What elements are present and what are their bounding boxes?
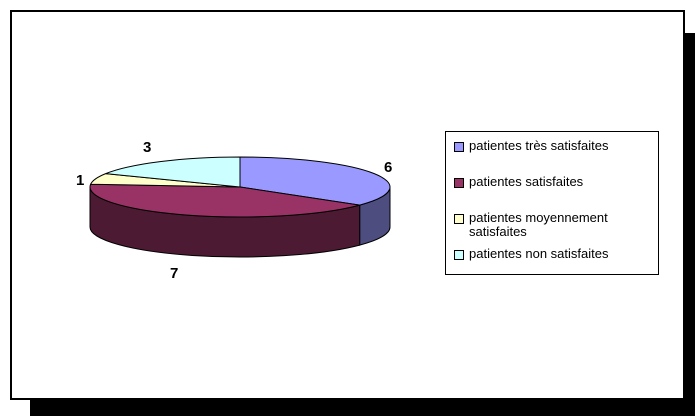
legend-item-very-satisfied: patientes très satisfaites	[454, 139, 661, 153]
legend-label-moderately-satisfied: patientes moyennement satisfaites	[469, 210, 608, 239]
data-label-moderately-satisfied: 1	[76, 172, 84, 189]
legend-swatch-satisfied	[454, 178, 464, 188]
legend-label-not-satisfied: patientes non satisfaites	[469, 246, 609, 261]
legend-item-moderately-satisfied: patientes moyennement satisfaites	[454, 211, 661, 239]
data-label-very-satisfied: 6	[384, 159, 392, 176]
legend-swatch-not-satisfied	[454, 250, 464, 260]
legend-swatch-moderately-satisfied	[454, 214, 464, 224]
legend-item-satisfied: patientes satisfaites	[454, 175, 661, 189]
pie-slice-not-satisfied	[105, 156, 241, 188]
legend-label-very-satisfied: patientes très satisfaites	[469, 138, 609, 153]
pie-slice-very-satisfied	[239, 156, 391, 206]
legend-item-not-satisfied: patientes non satisfaites	[454, 247, 661, 261]
data-label-satisfied: 7	[170, 265, 178, 282]
legend-swatch-very-satisfied	[454, 142, 464, 152]
legend-label-satisfied: patientes satisfaites	[469, 174, 584, 189]
pie-slice-satisfied	[89, 183, 360, 218]
chart-legend: patientes très satisfaites patientes sat…	[445, 131, 659, 275]
data-label-not-satisfied: 3	[143, 139, 151, 156]
